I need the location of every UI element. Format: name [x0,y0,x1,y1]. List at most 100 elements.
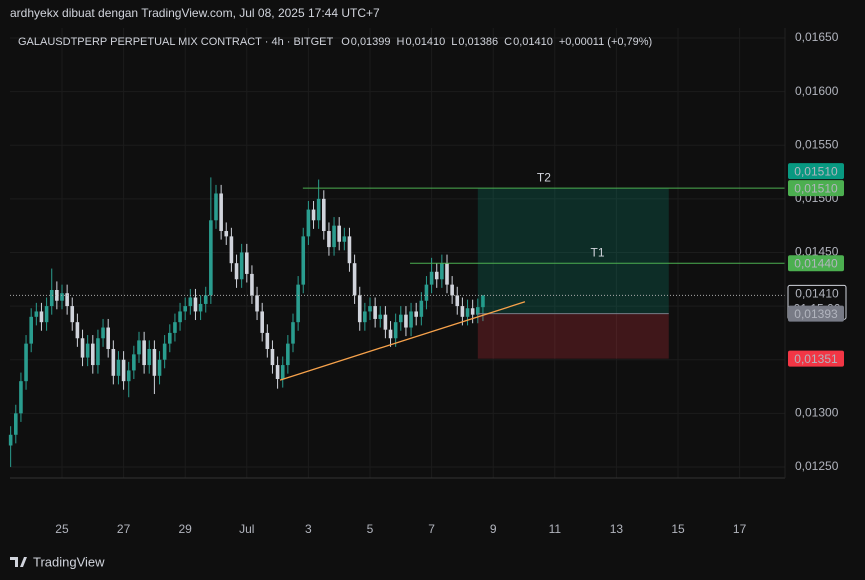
candle-body [373,306,377,319]
legend-value: 0,01386 [458,36,498,48]
x-tick-label: 15 [671,522,685,536]
candle-body [455,295,460,307]
candle-body [96,338,100,366]
candle-body [229,236,234,264]
candle-body [255,295,259,312]
candle-body [321,198,326,232]
candle-body [244,252,249,274]
symbol-title: GALAUSDTPERP PERPETUAL MIX CONTRACT · 4h… [18,36,333,48]
x-tick-label: 13 [610,522,624,536]
x-tick-label: 17 [733,522,747,536]
candle-body [24,343,28,382]
price-label-box [788,255,844,272]
trend-line [279,301,526,381]
candle-body [121,359,126,382]
candle-body [111,348,116,376]
y-tick-label: 0,01250 [795,459,839,473]
candle-body [106,327,110,349]
candle-body [157,359,162,376]
candle-body [209,220,213,296]
legend-value: 0,01410 [513,36,553,48]
candle-body [419,300,424,317]
candle-body [167,332,172,344]
candle-body [188,297,193,307]
candle-body [90,343,95,366]
candle-body [13,413,18,435]
y-tick-label: 0,01300 [795,406,839,420]
legend-value: 0,01410 [405,36,445,48]
candle-body [347,236,352,264]
candle-body [414,311,418,317]
candle-body [434,271,439,280]
candle-body [116,359,121,376]
legend-change: +0,00011 (+0,79%) [559,36,652,48]
legend-key: C [504,36,512,48]
candle-body [378,314,383,319]
overlay: T1 T2 [10,170,785,381]
candle-body [270,348,275,366]
candle-body [475,307,480,315]
candle-body [306,209,311,237]
candle-body [481,295,485,308]
candle-body [275,365,280,380]
candle-body [60,293,64,301]
y-tick-label: 0,01550 [795,137,839,151]
candle-body [142,340,146,366]
current-price-label: 0,01410 [795,287,839,301]
x-tick-label: 11 [549,522,562,536]
candle-body [301,236,306,285]
candle-body [337,225,341,242]
candle-body [224,231,229,237]
loss-zone [477,313,669,359]
candle-body [260,311,264,333]
profit-zone [477,188,669,314]
price-label-box [788,180,844,197]
candle-body [147,348,152,366]
candle-body [239,252,244,280]
legend-key: L [451,36,457,48]
candle-body [39,311,44,323]
y-tick-label: 0,01450 [795,245,839,259]
candle-body [219,193,223,232]
price-label-box [788,350,844,367]
legend-key: O [341,36,350,48]
candle-body [332,225,336,248]
candle-body [193,297,198,312]
price-label: 0,01351 [794,352,838,366]
target-label: T1 [591,245,605,259]
candle-body [152,348,157,376]
axes: 0,012500,013000,013500,014000,014500,015… [55,30,847,536]
price-label-box [788,163,844,180]
candle-body [65,293,69,307]
candle-body [429,271,434,285]
x-tick-label: 7 [428,522,435,536]
target-label: T2 [537,170,551,184]
candle-body [291,322,295,344]
candle-body [198,303,203,312]
candle-body [311,209,316,221]
candle-body [460,306,465,317]
candle-body [342,236,347,242]
brand-name: TradingView [33,554,105,569]
candle-body [404,314,408,328]
candle-body [85,343,90,358]
candle-body [34,311,39,317]
candle-body [327,231,331,248]
x-tick-label: 27 [117,522,131,536]
y-tick-label: 0,01650 [795,30,839,44]
candle-body [398,314,403,323]
candle-body [29,316,33,344]
candle-body [132,354,136,371]
legend-value: 0,01399 [351,36,391,48]
candle-body [450,284,454,296]
candle-body [173,322,177,333]
candle-body [101,327,105,339]
candle-body [316,198,321,221]
candle-body [286,343,290,366]
candle-body [178,311,182,323]
candle-body [126,370,131,382]
candle-body [388,329,393,339]
